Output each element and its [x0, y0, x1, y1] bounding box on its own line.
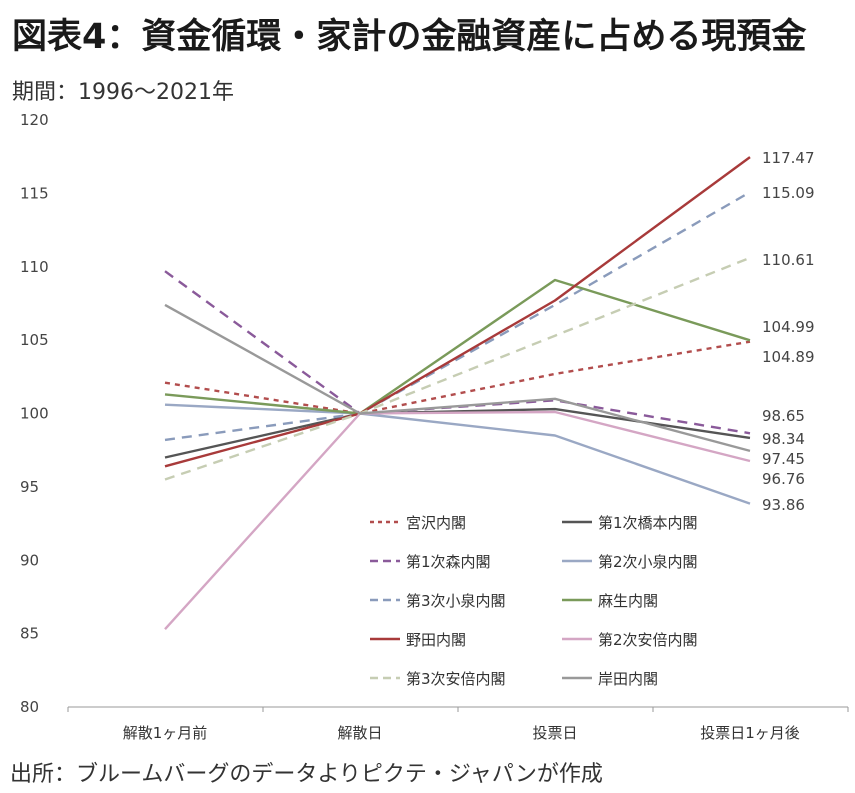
- y-tick-label: 100: [20, 405, 49, 423]
- x-tick-label: 投票日1ヶ月後: [700, 724, 800, 742]
- x-tick-label: 投票日: [532, 724, 577, 742]
- legend: 宮沢内閣 第1次橋本内閣第1次森内閣 第2次小泉内閣第3次小泉内閣 麻生内閣野田内閣第…: [370, 514, 698, 688]
- legend-label: 第1次森内閣: [406, 553, 491, 571]
- end-value-label: 93.86: [762, 496, 805, 514]
- y-tick-label: 105: [20, 331, 49, 349]
- end-value-label: 96.76: [762, 470, 805, 488]
- series-line-8: [164, 256, 751, 481]
- y-tick-label: 80: [20, 698, 39, 716]
- legend-label: 宮沢内閣: [406, 514, 466, 532]
- y-tick-label: 90: [20, 551, 39, 569]
- series-lines: [164, 156, 751, 631]
- series-line-2: [164, 270, 751, 435]
- chart-subtitle: 期間：1996〜2021年: [12, 80, 234, 105]
- y-tick-label: 85: [20, 625, 39, 643]
- end-value-label: 117.47: [762, 149, 815, 167]
- y-tick-label: 110: [20, 258, 49, 276]
- end-labels: 104.89 98.34 98.65 93.86 115.09 104.99 117.47 9…: [762, 149, 815, 514]
- end-value-label: 104.89: [762, 348, 815, 366]
- y-tick-label: 115: [20, 184, 49, 202]
- y-axis-ticks: 80 85 90 95 100 105 110 115 120: [20, 111, 49, 716]
- legend-label: 第3次小泉内閣: [406, 592, 506, 610]
- series-line-3: [164, 403, 751, 505]
- series-line-9: [164, 303, 751, 453]
- x-tick-label: 解散1ヶ月前: [123, 724, 208, 742]
- end-value-label: 97.45: [762, 450, 805, 468]
- legend-label: 第1次橋本内閣: [598, 514, 698, 532]
- x-tick-label: 解散日: [337, 724, 382, 742]
- legend-label: 第2次小泉内閣: [598, 553, 698, 571]
- series-line-5: [164, 278, 751, 415]
- y-tick-label: 95: [20, 478, 39, 496]
- legend-label: 野田内閣: [406, 631, 466, 649]
- source-note: 出所：ブルームバーグのデータよりピクテ・ジャパンが作成: [10, 762, 603, 787]
- end-value-label: 98.34: [762, 430, 805, 448]
- series-line-1: [164, 407, 751, 459]
- series-line-6: [164, 156, 751, 468]
- end-value-label: 115.09: [762, 184, 815, 202]
- legend-label: 麻生内閣: [598, 592, 658, 610]
- legend-label: 第3次安倍内閣: [406, 670, 506, 688]
- chart-title: 図表4：資金循環・家計の金融資産に占める現預金: [12, 17, 807, 57]
- series-line-7: [164, 410, 751, 631]
- series-line-4: [164, 191, 751, 442]
- line-chart: 80 85 90 95 100 105 110 115 120 解散1ヶ月前 解散日 投票日 投票日1…: [20, 111, 849, 742]
- x-axis: 解散1ヶ月前 解散日 投票日 投票日1ヶ月後: [67, 706, 849, 742]
- y-tick-label: 120: [20, 111, 49, 129]
- end-value-label: 98.65: [762, 407, 805, 425]
- legend-label: 第2次安倍内閣: [598, 631, 698, 649]
- end-value-label: 110.61: [762, 251, 815, 269]
- end-value-label: 104.99: [762, 318, 815, 336]
- legend-label: 岸田内閣: [598, 670, 658, 688]
